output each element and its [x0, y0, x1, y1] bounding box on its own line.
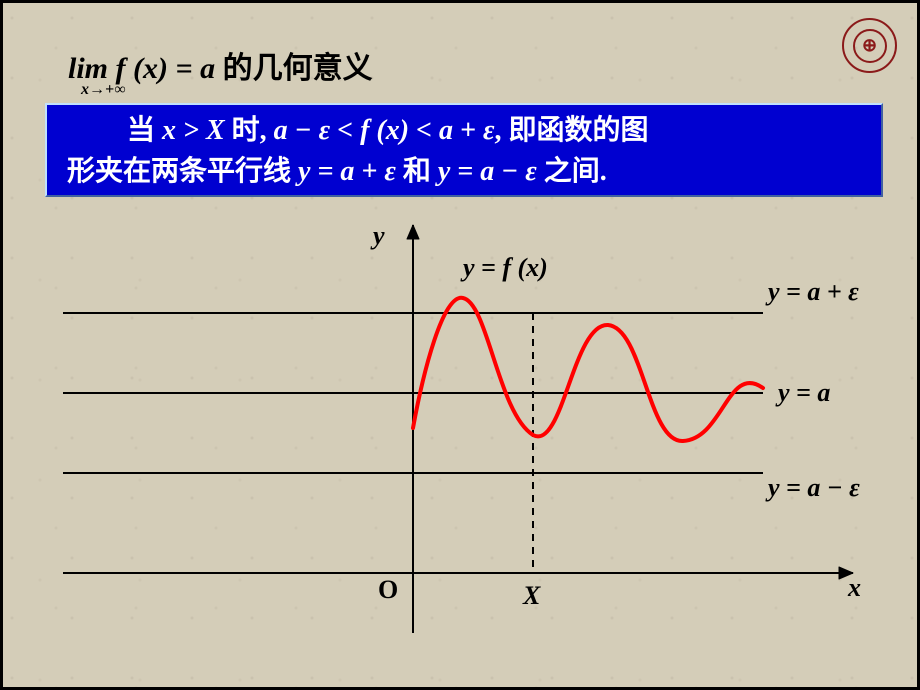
- t5: , 即函数的图: [494, 115, 648, 146]
- t2: x > X: [155, 115, 232, 146]
- t10: 之间.: [544, 156, 607, 187]
- a-label: y = a: [778, 378, 830, 408]
- t9: y = a − ε: [431, 156, 544, 187]
- a-plus-eps-label: y = a + ε: [768, 277, 859, 307]
- t3: 时,: [232, 115, 274, 146]
- limit-subscript: x→+∞: [81, 81, 126, 99]
- x-mark-label: X: [523, 581, 540, 611]
- limit-chart: y x O X y = f (x) y = a + ε y = a y = a …: [43, 213, 883, 673]
- logo-glyph: ⊕: [853, 29, 887, 63]
- y-axis-label: y: [373, 221, 385, 251]
- t1: 当: [127, 115, 155, 146]
- explanation-box: 当 x > X 时, a − ε < f (x) < a + ε, 即函数的图 …: [45, 103, 883, 197]
- curve-label: y = f (x): [463, 253, 548, 283]
- t4: a − ε < f (x) < a + ε: [274, 115, 495, 146]
- origin-label: O: [378, 575, 398, 605]
- t6: 形夹在两条平行线: [67, 156, 291, 187]
- a-minus-eps-label: y = a − ε: [768, 473, 860, 503]
- geom-meaning: 的几何意义: [215, 52, 373, 85]
- explanation-line-2: 形夹在两条平行线 y = a + ε 和 y = a − ε 之间.: [67, 152, 861, 193]
- x-axis-label: x: [848, 573, 861, 603]
- explanation-line-1: 当 x > X 时, a − ε < f (x) < a + ε, 即函数的图: [127, 111, 861, 152]
- institution-logo: ⊕: [842, 18, 897, 73]
- t7: y = a + ε: [291, 156, 403, 187]
- t8: 和: [403, 156, 431, 187]
